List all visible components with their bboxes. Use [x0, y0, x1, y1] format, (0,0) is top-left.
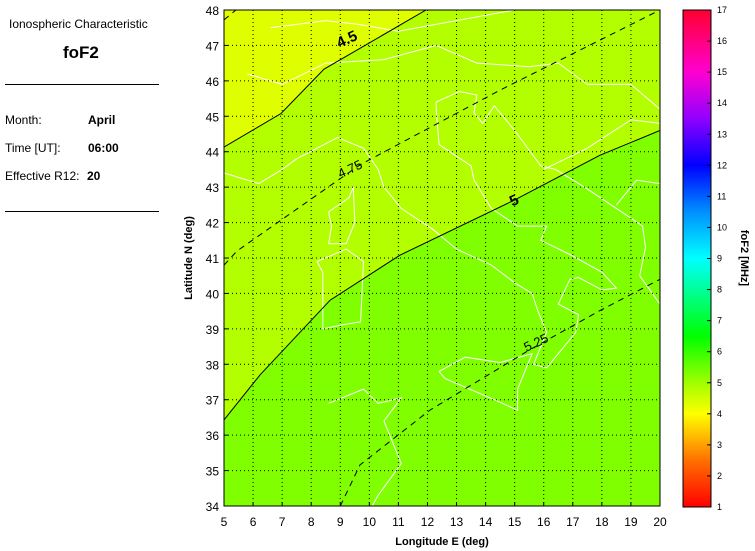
colorbar-tick-label: 6 — [717, 347, 722, 357]
divider-bottom — [5, 211, 159, 212]
colorbar-tick-label: 12 — [717, 160, 727, 170]
y-tick-label: 35 — [206, 465, 220, 479]
x-tick-label: 9 — [337, 515, 344, 529]
x-tick-label: 8 — [308, 515, 315, 529]
colorbar-tick-label: 11 — [717, 191, 726, 201]
y-axis-label: Latitude N (deg) — [183, 216, 195, 300]
x-tick-label: 20 — [653, 515, 667, 529]
contour-4.25 — [224, 10, 237, 21]
month-value: April — [88, 113, 116, 127]
characteristic-name: foF2 — [63, 43, 99, 62]
y-tick-label: 39 — [206, 323, 220, 337]
coastline — [328, 186, 356, 245]
r12-label: Effective R12: — [5, 169, 80, 183]
colorbar-tick-label: 5 — [717, 378, 722, 388]
contour-5.25 — [339, 278, 660, 506]
coastline — [438, 352, 533, 412]
colorbar-tick-label: 16 — [717, 36, 727, 46]
divider-top — [5, 84, 159, 85]
colorbar-tick-label: 17 — [717, 5, 727, 15]
coastline — [224, 90, 660, 369]
x-tick-label: 7 — [279, 515, 286, 529]
colorbar-tick-label: 7 — [717, 316, 722, 326]
colorbar-tick-label: 9 — [717, 254, 722, 264]
x-tick-label: 11 — [392, 515, 405, 529]
r12-value: 20 — [87, 169, 101, 183]
x-tick-label: 12 — [421, 515, 435, 529]
colorbar-label: foF2 [MHz] — [738, 230, 750, 287]
colorbar-tick-label: 8 — [717, 285, 722, 295]
x-tick-label: 10 — [363, 515, 377, 529]
contour-4.75 — [224, 10, 660, 266]
time-label: Time [UT]: — [5, 141, 61, 155]
x-tick-label: 18 — [595, 515, 609, 529]
y-tick-label: 36 — [206, 429, 220, 443]
y-tick-label: 45 — [206, 110, 220, 124]
x-axis-label: Longitude E (deg) — [395, 536, 489, 548]
y-tick-label: 38 — [206, 358, 220, 372]
y-tick-label: 40 — [206, 287, 220, 301]
contour-4.5 — [224, 10, 427, 148]
colorbar-tick-label: 4 — [717, 409, 722, 419]
x-tick-label: 16 — [537, 515, 551, 529]
x-tick-label: 17 — [566, 515, 580, 529]
colorbar-tick-label: 2 — [717, 471, 722, 481]
time-value: 06:00 — [88, 141, 119, 155]
coastline — [543, 119, 660, 170]
y-tick-label: 41 — [206, 252, 220, 266]
band-4.5-5 — [224, 10, 660, 420]
y-tick-label: 43 — [206, 181, 220, 195]
colorbar-tick-label: 15 — [717, 67, 727, 77]
x-tick-label: 19 — [624, 515, 638, 529]
y-tick-label: 42 — [206, 217, 220, 231]
colorbar — [682, 9, 712, 508]
colorbar-tick-label: 13 — [717, 129, 727, 139]
y-tick-label: 44 — [206, 146, 220, 160]
coastline — [616, 179, 660, 206]
y-tick-label: 46 — [206, 75, 220, 89]
coastline — [328, 388, 403, 506]
y-tick-label: 34 — [206, 500, 220, 514]
coastline — [316, 248, 365, 330]
y-tick-label: 48 — [206, 4, 220, 18]
coastline — [270, 10, 515, 32]
month-label: Month: — [5, 113, 42, 127]
colorbar-tick-label: 10 — [717, 222, 727, 232]
x-tick-label: 5 — [221, 515, 228, 529]
contour-5 — [224, 130, 660, 421]
y-tick-label: 47 — [206, 39, 220, 53]
x-tick-label: 6 — [250, 515, 257, 529]
x-tick-label: 15 — [508, 515, 522, 529]
characteristic-heading: Ionospheric Characteristic — [9, 17, 148, 31]
x-tick-label: 13 — [450, 515, 464, 529]
colorbar-tick-label: 14 — [717, 98, 727, 108]
colorbar-tick-label: 3 — [717, 440, 722, 450]
colorbar-tick-label: 1 — [717, 502, 722, 512]
y-tick-label: 37 — [206, 394, 220, 408]
band-below-4.5 — [224, 10, 426, 148]
x-tick-label: 14 — [479, 515, 493, 529]
